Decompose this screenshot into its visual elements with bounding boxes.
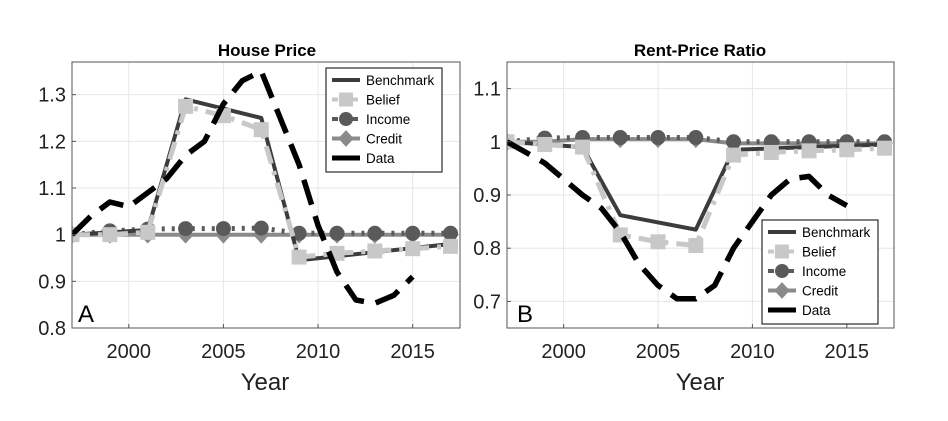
data-point: [102, 227, 118, 243]
data-point: [877, 140, 893, 156]
legend-label: Benchmark: [802, 225, 871, 240]
y-tick-label: 1.2: [38, 131, 66, 153]
x-tick-label: 2015: [390, 341, 435, 363]
y-tick-label: 1: [490, 132, 501, 154]
y-tick-label: 0.8: [38, 318, 66, 340]
data-point: [405, 225, 421, 241]
panel-rent-price-ratio: 2000 2005 2010 20150.70.80.911.1BenchmarkBe…: [473, 41, 895, 396]
data-point: [688, 130, 704, 146]
data-point: [405, 241, 421, 257]
y-tick-label: 1: [55, 225, 66, 247]
x-tick-label: 2010: [296, 341, 341, 363]
legend-label: Belief: [366, 93, 400, 108]
data-point: [775, 264, 789, 278]
y-tick-label: 1.1: [473, 79, 501, 101]
data-point: [253, 220, 269, 236]
data-point: [612, 130, 628, 146]
x-axis-label: Year: [676, 369, 725, 396]
data-point: [215, 221, 231, 237]
axes-frame: [71, 61, 461, 329]
panel-label: A: [78, 301, 94, 328]
data-point: [775, 244, 789, 259]
data-point: [650, 130, 666, 146]
data-point: [178, 221, 194, 237]
data-point: [726, 134, 742, 150]
data-point: [801, 143, 817, 159]
legend-box: [325, 67, 443, 173]
x-tick-label: 2000: [107, 341, 152, 363]
data-point: [839, 142, 855, 158]
legend-label: Belief: [802, 245, 836, 260]
data-point: [339, 112, 353, 126]
data-point: [140, 224, 156, 240]
series-line-benchmark: [507, 139, 885, 232]
chart-title: Rent-Price Ratio: [634, 41, 766, 60]
data-point: [178, 98, 194, 114]
series-line-belief: [72, 103, 451, 260]
series-line-data: [507, 139, 849, 302]
data-point: [575, 139, 591, 155]
data-point: [291, 249, 307, 265]
y-tick-label: 0.9: [473, 185, 501, 207]
data-point: [339, 92, 353, 107]
data-point: [763, 144, 779, 160]
data-point: [443, 238, 459, 254]
series-line-data: [72, 68, 415, 307]
data-point: [688, 238, 704, 254]
data-point: [726, 147, 742, 163]
legend-label: Data: [802, 303, 831, 318]
legend-label: Income: [366, 112, 410, 127]
panel-label: B: [517, 301, 533, 328]
series-group: [507, 130, 893, 302]
y-tick-label: 0.9: [38, 271, 66, 293]
x-tick-label: 2005: [201, 341, 246, 363]
legend: Benchmark Belief Income Credit Data: [325, 67, 443, 173]
y-tick-label: 1.3: [38, 85, 66, 107]
series-group: [72, 68, 459, 307]
legend: Benchmark Belief Income Credit Data: [761, 219, 879, 325]
legend-label: Benchmark: [366, 73, 435, 88]
data-point: [537, 136, 553, 152]
x-tick-label: 2010: [730, 341, 775, 363]
x-tick-label: 2005: [636, 341, 681, 363]
y-tick-label: 0.7: [473, 291, 501, 313]
data-point: [253, 122, 269, 138]
chart-title: House Price: [218, 41, 316, 60]
data-point: [367, 243, 383, 259]
legend-label: Data: [366, 151, 395, 166]
x-tick-label: 2015: [825, 341, 870, 363]
data-point: [329, 225, 345, 241]
data-point: [338, 130, 354, 147]
data-point: [774, 282, 790, 299]
data-point: [367, 225, 383, 241]
x-axis-label: Year: [241, 369, 290, 396]
panel-house-price: 2000 2005 2010 2015 0.8 0.9 1 1.1 1.2 1.3 Benchmar…: [38, 41, 461, 396]
series-line-belief: [507, 139, 885, 248]
legend-label: Credit: [802, 284, 838, 299]
y-tick-label: 0.8: [473, 238, 501, 260]
data-point: [650, 234, 666, 250]
data-point: [291, 225, 307, 241]
x-tick-label: 2000: [541, 341, 586, 363]
legend-label: Income: [802, 264, 846, 279]
data-point: [443, 225, 459, 241]
y-tick-label: 1.1: [38, 178, 66, 200]
legend-label: Credit: [366, 132, 402, 147]
